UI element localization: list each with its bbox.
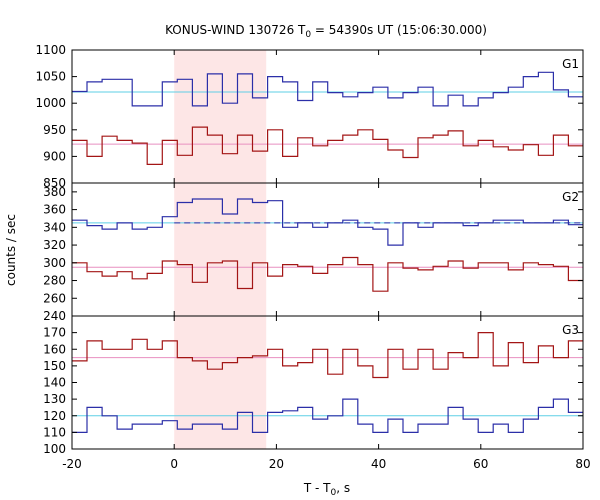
y-tick-label: 110 bbox=[43, 425, 66, 439]
series-g1-blue bbox=[72, 71, 583, 107]
panel-frame-g1 bbox=[71, 49, 584, 184]
y-tick-label: 380 bbox=[43, 185, 66, 199]
series-g3-blue bbox=[72, 398, 583, 433]
y-tick-label: 320 bbox=[43, 238, 66, 252]
highlight-layer bbox=[174, 50, 267, 449]
y-tick-label: 1000 bbox=[35, 96, 66, 110]
y-tick-label: 950 bbox=[43, 123, 66, 137]
y-tick-label: 300 bbox=[43, 256, 66, 270]
x-tick-label: 40 bbox=[371, 457, 386, 471]
y-tick-label: 150 bbox=[43, 359, 66, 373]
y-tick-label: 120 bbox=[43, 409, 66, 423]
y-tick-label: 360 bbox=[43, 203, 66, 217]
x-tick-label: 0 bbox=[170, 457, 178, 471]
panel-label-g2: G2 bbox=[562, 190, 579, 204]
y-axis-label: counts / sec bbox=[4, 214, 18, 286]
y-tick-label: 280 bbox=[43, 274, 66, 288]
y-tick-label: 1050 bbox=[35, 70, 66, 84]
x-tick-label: -20 bbox=[62, 457, 82, 471]
y-tick-label: 100 bbox=[43, 442, 66, 456]
chart-title: KONUS-WIND 130726 T0 = 54390s UT (15:06:… bbox=[165, 23, 487, 40]
series-layer bbox=[72, 71, 583, 433]
highlight-interval bbox=[174, 50, 267, 449]
panel-label-g3: G3 bbox=[562, 323, 579, 337]
axes-layer: 850900950100010501100G124026028030032034… bbox=[35, 43, 590, 471]
y-tick-label: 850 bbox=[43, 176, 66, 190]
y-tick-label: 260 bbox=[43, 291, 66, 305]
y-tick-label: 340 bbox=[43, 220, 66, 234]
y-tick-label: 160 bbox=[43, 342, 66, 356]
series-g3-red bbox=[72, 332, 583, 379]
x-tick-label: 60 bbox=[473, 457, 488, 471]
y-tick-label: 900 bbox=[43, 149, 66, 163]
panel-frame-g3 bbox=[71, 315, 584, 450]
y-tick-label: 240 bbox=[43, 309, 66, 323]
x-axis-label: T - T0, s bbox=[303, 481, 350, 498]
panel-label-g1: G1 bbox=[562, 57, 579, 71]
y-tick-label: 1100 bbox=[35, 43, 66, 57]
panel-frame-g2 bbox=[71, 182, 584, 317]
series-g2-red bbox=[72, 256, 583, 292]
x-tick-label: 80 bbox=[575, 457, 590, 471]
y-tick-label: 130 bbox=[43, 392, 66, 406]
series-g2-blue bbox=[72, 198, 583, 246]
x-tick-label: 20 bbox=[269, 457, 284, 471]
y-tick-label: 170 bbox=[43, 326, 66, 340]
series-g1-red bbox=[72, 126, 583, 165]
y-tick-label: 140 bbox=[43, 376, 66, 390]
